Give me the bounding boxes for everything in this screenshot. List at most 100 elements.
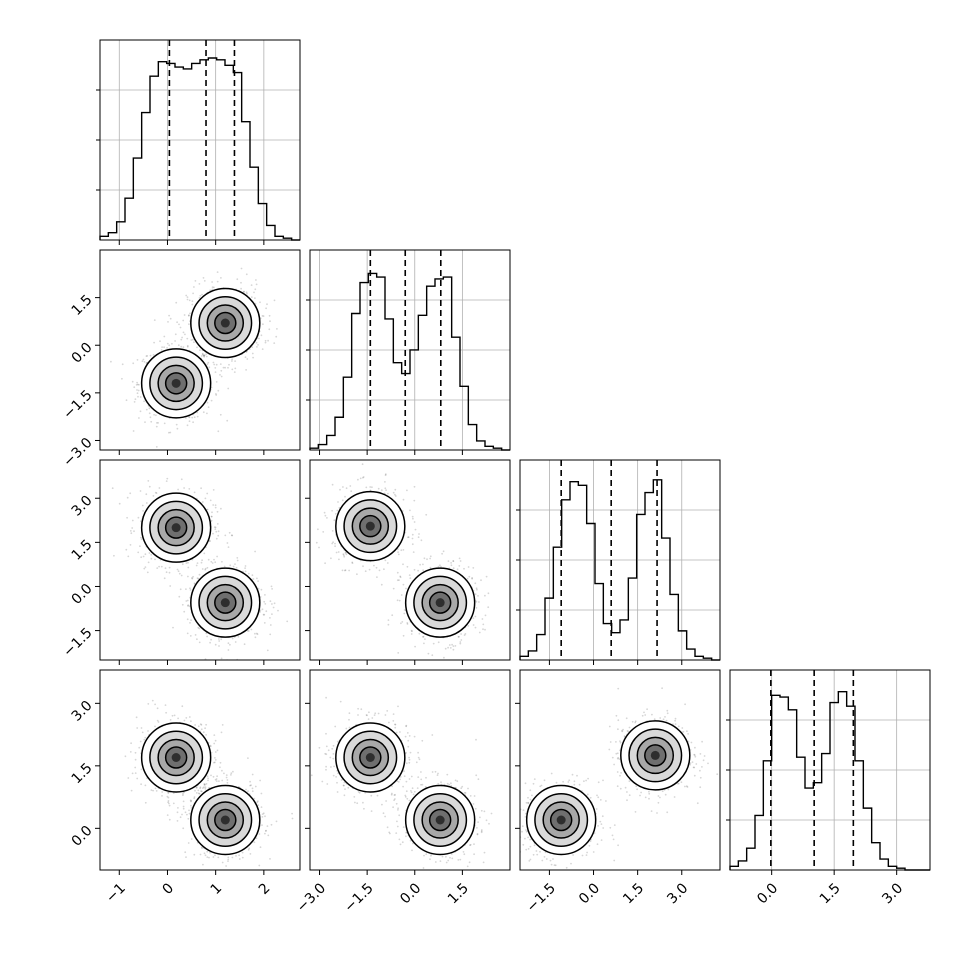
scatter-point [214, 561, 217, 564]
density-level-5 [220, 598, 230, 608]
scatter-point [475, 607, 478, 609]
scatter-point [139, 545, 141, 548]
scatter-point [236, 278, 239, 281]
scatter-point [172, 802, 175, 805]
scatter-point [140, 538, 143, 541]
contour-line-1 [190, 567, 261, 638]
scatter-point [397, 652, 400, 654]
scatter-point [202, 355, 205, 357]
scatter-point [231, 358, 234, 361]
scatter-point [144, 736, 147, 739]
contour-line-2 [343, 499, 398, 554]
scatter-point [176, 321, 179, 324]
scatter-point [204, 568, 207, 571]
scatter-point [451, 643, 453, 646]
scatter-point [256, 801, 259, 804]
scatter-point [234, 563, 236, 565]
scatter-point [140, 520, 142, 523]
scatter-point [208, 856, 210, 859]
scatter-point [187, 314, 190, 317]
scatter-point [478, 601, 480, 603]
contour-line-4 [428, 591, 452, 614]
scatter-point [315, 541, 318, 544]
scatter-point [212, 361, 215, 364]
scatter-point [234, 641, 237, 643]
scatter-point [257, 580, 259, 582]
scatter-point [174, 333, 177, 336]
scatter-point [362, 565, 364, 568]
scatter-point [132, 430, 135, 432]
scatter-point [386, 562, 389, 564]
scatter-point [171, 342, 173, 345]
scatter-point [256, 633, 259, 636]
scatter-point [429, 555, 432, 558]
scatter-point [211, 562, 214, 564]
scatter-point [186, 632, 189, 635]
scatter-point [199, 787, 202, 790]
scatter-point [350, 490, 353, 493]
scatter-point [125, 548, 128, 551]
scatter-point [412, 551, 415, 553]
scatter-point [418, 533, 420, 535]
scatter-point [150, 789, 153, 791]
scatter-point [160, 349, 163, 351]
scatter-point [244, 570, 247, 573]
scatter-point [214, 751, 217, 753]
scatter-point [231, 534, 234, 537]
scatter-point [206, 508, 209, 511]
scatter-point [157, 422, 160, 424]
scatter-point [188, 605, 191, 608]
scatter-point [459, 560, 462, 562]
scatter-point [188, 812, 191, 815]
scatter-point [152, 789, 155, 792]
scatter-point [342, 553, 345, 555]
scatter-point [206, 492, 209, 495]
scatter-point [196, 415, 199, 418]
scatter-point [271, 603, 273, 605]
scatter-point [454, 645, 457, 647]
scatter-panel-1 [99, 249, 301, 451]
scatter-point [146, 571, 149, 574]
scatter-point [151, 699, 154, 702]
scatter-point [259, 779, 261, 782]
scatter-point [220, 638, 223, 641]
scatter-point [218, 640, 221, 642]
scatter-point [155, 414, 157, 417]
scatter-point [193, 491, 196, 494]
scatter-point [417, 569, 419, 572]
scatter-point [146, 355, 149, 357]
scatter-point [255, 283, 258, 286]
scatter-point [265, 307, 267, 310]
scatter-point [245, 273, 248, 276]
scatter-point [368, 568, 371, 571]
scatter-point [399, 575, 402, 578]
scatter-point [399, 576, 402, 579]
panel-content [315, 463, 490, 659]
scatter-point [142, 510, 145, 512]
scatter-point [221, 560, 223, 563]
scatter-point [400, 622, 402, 625]
scatter-point [255, 279, 257, 281]
scatter-point [467, 566, 470, 568]
scatter-point [134, 398, 137, 401]
scatter-point [176, 811, 179, 814]
scatter-point [169, 719, 172, 721]
scatter-point [413, 568, 416, 571]
scatter-point [342, 554, 345, 557]
scatter-point [443, 656, 445, 659]
scatter-point [189, 312, 191, 315]
scatter-point [163, 422, 166, 425]
panel-frame [99, 249, 301, 451]
scatter-point [394, 495, 397, 497]
scatter-point [266, 303, 268, 306]
scatter-point [193, 416, 196, 419]
scatter-point [267, 834, 270, 837]
scatter-point [349, 485, 352, 487]
histogram-steps [309, 272, 510, 451]
scatter-point [397, 551, 399, 553]
scatter-point [202, 411, 205, 414]
scatter-point [413, 499, 416, 502]
scatter-point [144, 421, 146, 423]
scatter-point [240, 267, 243, 270]
scatter-point [218, 780, 220, 782]
